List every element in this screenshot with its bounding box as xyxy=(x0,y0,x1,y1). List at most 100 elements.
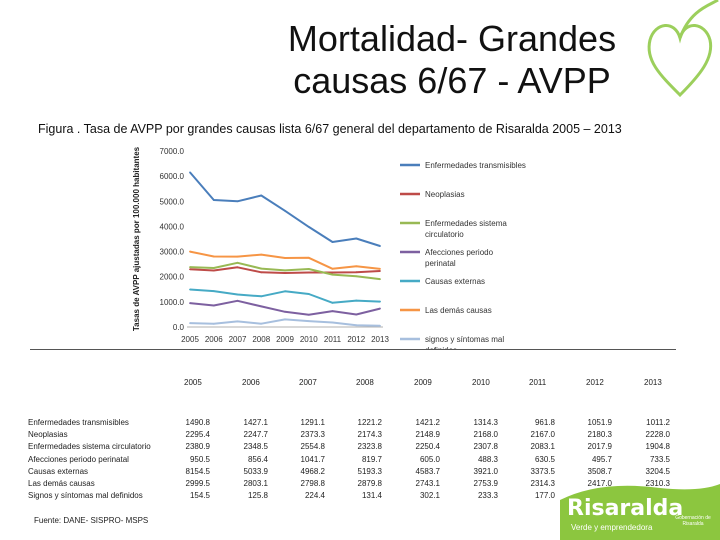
table-cell: 3508.7 xyxy=(587,466,612,476)
table-cell: 2417.0 xyxy=(587,479,612,488)
y-tick-label: 6000.0 xyxy=(160,172,185,181)
table-cell: 2798.8 xyxy=(300,479,325,488)
x-tick-label: 2006 xyxy=(205,335,223,344)
legend-label-transmisibles: Enfermedades transmisibles xyxy=(425,161,526,170)
table-year-header: 2007 xyxy=(299,378,317,387)
data-point-transmisibles xyxy=(284,209,286,212)
data-point-signos xyxy=(212,322,215,325)
line-chart: Tasas de AVPP ajustadas por 100.000 habi… xyxy=(132,146,526,350)
table-cell: 2250.4 xyxy=(415,442,440,452)
table-cell: 1051.9 xyxy=(587,418,612,427)
data-point-perinatal xyxy=(379,307,381,310)
data-point-externas xyxy=(212,290,215,293)
data-point-demas xyxy=(260,253,263,256)
series-line-signos xyxy=(189,318,381,327)
table-row-label: Causas externas xyxy=(28,466,89,476)
table-cell: 1314.3 xyxy=(473,418,498,427)
data-point-circulatorio xyxy=(236,261,239,264)
heart-decoration-icon xyxy=(647,0,719,98)
data-point-perinatal xyxy=(331,310,334,313)
data-point-transmisibles xyxy=(260,194,263,197)
table-cell: 2803.1 xyxy=(243,479,268,488)
table-cell: 2323.8 xyxy=(357,442,382,452)
table-cell: 2753.9 xyxy=(473,479,498,488)
table-cell: 488.3 xyxy=(477,454,498,464)
table-cell: 2743.1 xyxy=(415,479,440,488)
table-cell: 2307.8 xyxy=(473,442,498,452)
divider xyxy=(30,349,676,350)
data-point-transmisibles xyxy=(212,199,215,201)
table-cell: 2180.3 xyxy=(587,430,612,440)
data-point-transmisibles xyxy=(355,237,358,240)
table-cell: 4968.2 xyxy=(300,466,325,476)
table-cell: 2554.8 xyxy=(300,442,325,452)
table-row-label: Enfermedades transmisibles xyxy=(28,418,129,427)
table-cell: 233.3 xyxy=(477,491,498,501)
legend-label-neoplasias: Neoplasias xyxy=(425,190,465,199)
table-year-header: 2009 xyxy=(414,378,432,387)
x-tick-label: 2007 xyxy=(229,335,247,344)
data-point-demas xyxy=(189,250,191,253)
data-point-externas xyxy=(379,300,381,303)
data-point-neoplasias xyxy=(260,271,263,274)
y-tick-label: 1000.0 xyxy=(160,298,185,307)
series-line-transmisibles xyxy=(189,171,381,247)
x-tick-label: 2010 xyxy=(300,335,318,344)
table-year-header: 2006 xyxy=(242,378,260,387)
data-point-circulatorio xyxy=(212,267,215,269)
data-point-neoplasias xyxy=(236,266,239,269)
data-point-externas xyxy=(284,290,286,293)
y-tick-label: 2000.0 xyxy=(160,273,185,282)
table-cell: 154.5 xyxy=(189,491,210,501)
data-point-neoplasias xyxy=(307,271,310,274)
data-point-transmisibles xyxy=(236,200,239,203)
table-cell: 3373.5 xyxy=(530,466,555,476)
data-point-neoplasias xyxy=(331,271,334,274)
table-cell: 2083.1 xyxy=(530,442,555,452)
table-cell: 1041.7 xyxy=(300,454,325,464)
logo-tagline: Verde y emprendedora xyxy=(571,523,653,532)
table-cell: 1291.1 xyxy=(300,418,325,427)
logo-government: Gobernación de Risaralda xyxy=(675,515,711,527)
title-line-1: Mortalidad- Grandes xyxy=(287,18,617,59)
table-cell: 2174.3 xyxy=(357,430,382,440)
data-point-perinatal xyxy=(284,310,286,313)
data-point-transmisibles xyxy=(331,241,334,243)
table-year-header: 2008 xyxy=(356,378,374,387)
table-cell: 2380.9 xyxy=(185,442,210,452)
figure-caption: Figura . Tasa de AVPP por grandes causas… xyxy=(38,122,622,136)
table-cell: 819.7 xyxy=(361,454,382,464)
table-row-label: Enfermedades sistema circulatorio xyxy=(28,442,151,452)
data-point-demas xyxy=(236,255,239,258)
data-point-externas xyxy=(260,295,263,298)
data-point-circulatorio xyxy=(260,267,263,270)
table-cell: 1427.1 xyxy=(243,418,268,427)
table-year-header: 2011 xyxy=(529,378,547,387)
data-point-demas xyxy=(284,257,286,259)
data-point-signos xyxy=(236,320,239,323)
data-point-perinatal xyxy=(212,304,215,307)
table-year-header: 2013 xyxy=(644,378,662,387)
table-cell: 2247.7 xyxy=(243,430,268,440)
data-point-signos xyxy=(307,320,310,323)
table-cell: 224.4 xyxy=(304,491,325,501)
data-point-perinatal xyxy=(260,305,263,308)
table-cell: 5033.9 xyxy=(243,466,268,476)
table-cell: 2295.4 xyxy=(185,430,210,440)
y-tick-label: 5000.0 xyxy=(160,197,185,206)
table-row-label: Afecciones periodo perinatal xyxy=(28,454,129,464)
data-point-signos xyxy=(379,324,381,327)
data-point-circulatorio xyxy=(331,273,334,276)
data-point-externas xyxy=(331,301,334,304)
y-tick-label: 7000.0 xyxy=(160,147,185,156)
legend-label-externas: Causas externas xyxy=(425,277,485,286)
table-cell: 4583.7 xyxy=(415,466,440,476)
data-point-perinatal xyxy=(236,299,239,302)
table-cell: 2148.9 xyxy=(415,430,440,440)
data-point-signos xyxy=(355,324,358,327)
data-point-externas xyxy=(189,288,191,291)
data-point-demas xyxy=(212,255,215,258)
data-point-transmisibles xyxy=(307,226,310,228)
data-point-circulatorio xyxy=(379,278,381,281)
table-cell: 2314.3 xyxy=(530,479,555,488)
